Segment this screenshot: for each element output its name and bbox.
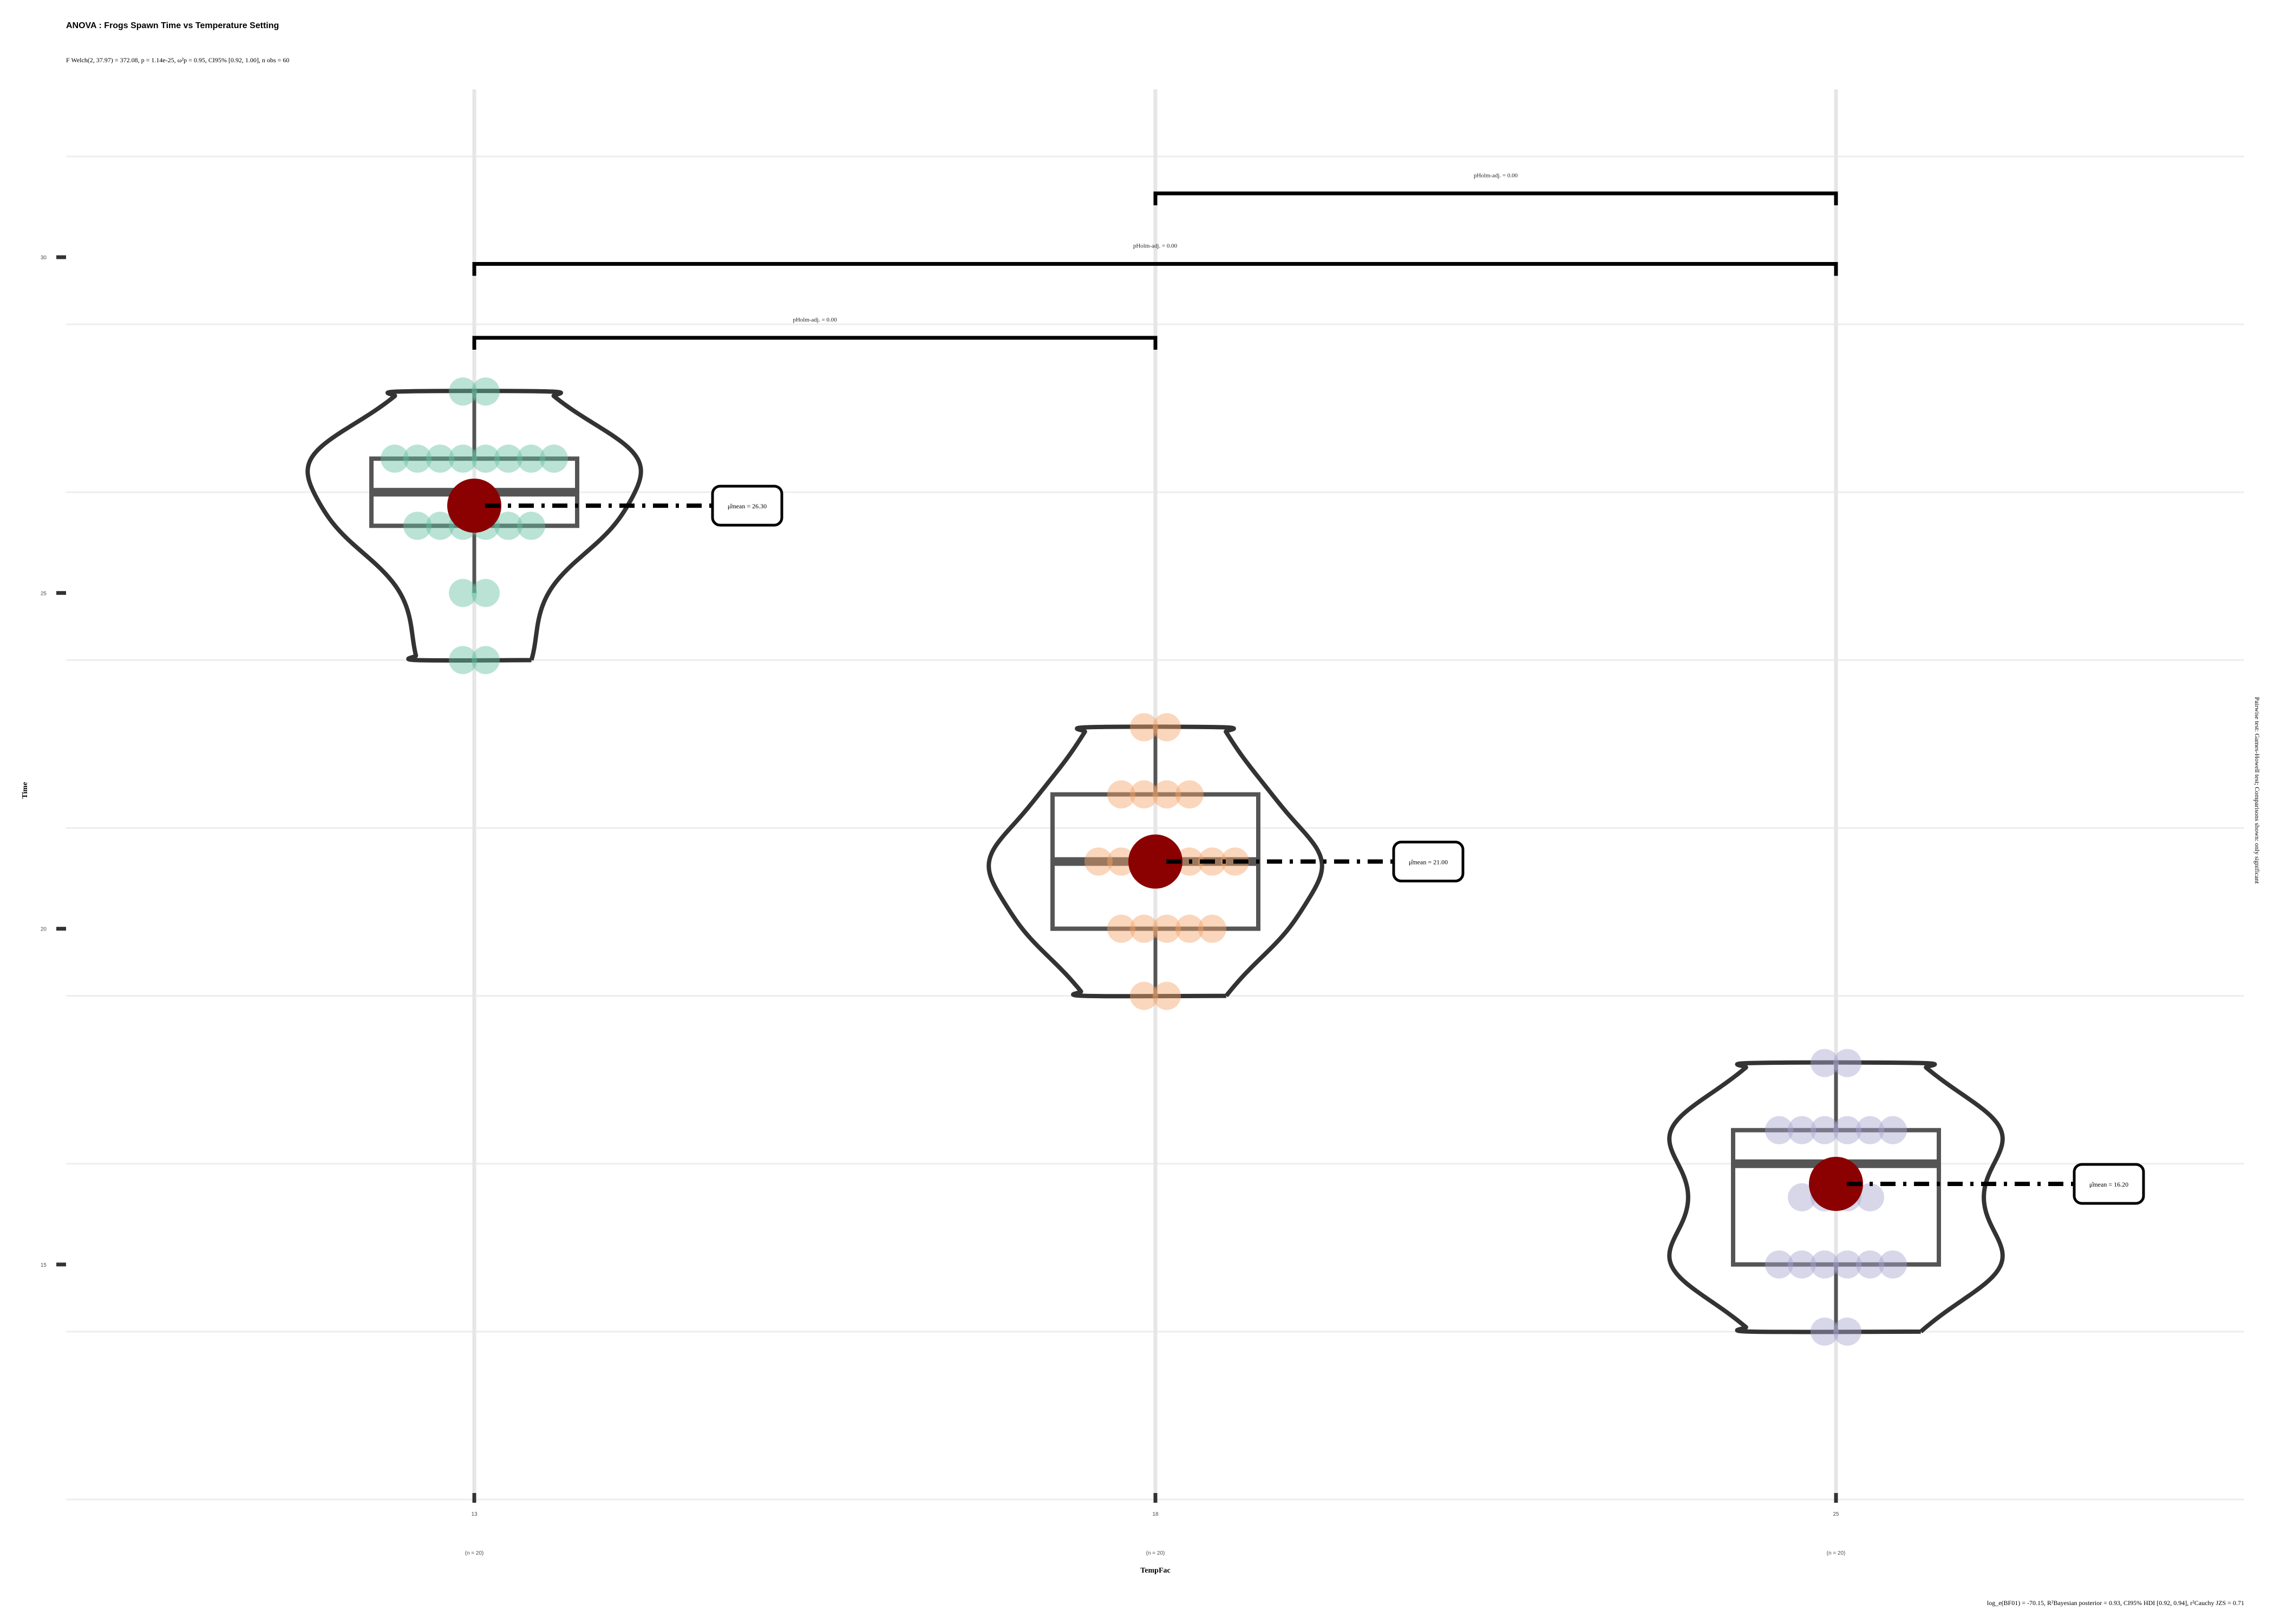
comparison-label: pHolm-adj. = 0.00 (1474, 172, 1518, 179)
data-point (1107, 847, 1135, 876)
data-point (1153, 914, 1181, 943)
data-point (517, 444, 545, 473)
data-point (472, 579, 500, 607)
data-point (1879, 1250, 1907, 1279)
mean-label: μ̂mean = 26.30 (728, 502, 767, 510)
data-point (1153, 713, 1181, 742)
x-axis: 13 (n = 20) 18 (n = 20) 25 (n = 20) (465, 1493, 1846, 1556)
mean-point (1128, 834, 1182, 889)
data-point (1153, 981, 1181, 1010)
data-point (1175, 914, 1204, 943)
data-point (1856, 1250, 1884, 1279)
data-point (472, 377, 500, 406)
x-axis-title: TempFac (1140, 1567, 1170, 1575)
data-point (426, 512, 454, 540)
data-point (494, 444, 522, 473)
data-point (1130, 914, 1158, 943)
y-tick-label: 30 (41, 255, 47, 261)
y-tick-label: 15 (41, 1262, 47, 1268)
groups: μ̂mean = 26.30 μ̂mean = 21.00 μ̂mean = 16.… (305, 377, 2145, 1346)
data-point (449, 646, 477, 675)
data-point (1833, 1116, 1861, 1144)
pairwise-brackets: pHolm-adj. = 0.00 pHolm-adj. = 0.00 pHolm-… (472, 172, 1838, 350)
right-caption: Pairwise test: Games-Howell test; Compar… (2253, 697, 2261, 885)
data-point (1175, 780, 1204, 809)
data-point (381, 444, 409, 473)
data-point (1833, 1317, 1861, 1346)
x-tick-label: 25 (1833, 1511, 1839, 1517)
data-point (1107, 780, 1135, 809)
data-point (1130, 713, 1158, 742)
data-point (1765, 1116, 1793, 1144)
y-tick-label: 25 (41, 591, 47, 597)
comparison-bracket (472, 262, 1838, 276)
mean-label-box (711, 484, 783, 527)
data-point (1084, 847, 1113, 876)
data-point (494, 512, 522, 540)
x-tick-label: 13 (471, 1511, 478, 1517)
data-point (472, 646, 500, 675)
x-count-label: (n = 20) (1827, 1550, 1846, 1556)
mean-point (1809, 1156, 1863, 1211)
comparison-label: pHolm-adj. = 0.00 (793, 317, 837, 323)
box-iqr (1731, 1128, 1941, 1267)
y-tick-label: 20 (41, 927, 47, 933)
data-point (1833, 1250, 1861, 1279)
data-point (1107, 914, 1135, 943)
data-point (472, 444, 500, 473)
violin-outline (1667, 1060, 2005, 1334)
data-point (449, 579, 477, 607)
mean-label-box (2073, 1163, 2145, 1205)
data-point (1811, 1116, 1839, 1144)
comparison-bracket (1153, 191, 1838, 206)
data-point (1788, 1116, 1816, 1144)
data-point (1788, 1183, 1816, 1212)
group-18: μ̂mean = 21.00 (986, 713, 1465, 1010)
data-point (1811, 1049, 1839, 1077)
x-count-label: (n = 20) (465, 1550, 484, 1556)
mean-label: μ̂mean = 21.00 (1409, 859, 1448, 866)
x-count-label: (n = 20) (1146, 1550, 1165, 1556)
group-13: μ̂mean = 26.30 (305, 377, 783, 675)
chart-subtitle: F Welch(2, 37.97) = 372.08, p = 1.14e-25… (66, 56, 289, 64)
data-point (1811, 1250, 1839, 1279)
group-25: μ̂mean = 16.20 (1667, 1049, 2145, 1346)
comparison-label: pHolm-adj. = 0.00 (1133, 243, 1178, 250)
data-point (1788, 1250, 1816, 1279)
data-point (449, 444, 477, 473)
data-point (540, 444, 568, 473)
mean-label-box (1392, 841, 1465, 883)
data-point (1879, 1116, 1907, 1144)
violin-outline (305, 389, 643, 663)
chart-title: ANOVA : Frogs Spawn Time vs Temperature … (66, 21, 279, 30)
data-point (1856, 1116, 1884, 1144)
data-point (1833, 1049, 1861, 1077)
violin-outline (986, 724, 1324, 999)
data-point (1130, 780, 1158, 809)
data-point (1130, 981, 1158, 1010)
data-point (403, 512, 432, 540)
data-point (517, 512, 545, 540)
x-tick-label: 18 (1152, 1511, 1159, 1517)
data-point (1198, 914, 1226, 943)
comparison-bracket (472, 336, 1158, 350)
data-point (1765, 1250, 1793, 1279)
mean-point (447, 479, 501, 533)
data-point (1153, 780, 1181, 809)
data-point (426, 444, 454, 473)
y-axis: 15 20 25 30 (41, 255, 66, 1268)
data-point (1811, 1317, 1839, 1346)
data-point (1856, 1183, 1884, 1212)
data-point (403, 444, 432, 473)
mean-label: μ̂mean = 16.20 (2089, 1181, 2128, 1188)
bottom-caption: log_e(BF01) = -70.15, R²Bayesian posteri… (1987, 1599, 2244, 1607)
y-axis-title: Time (21, 782, 29, 799)
data-point (449, 377, 477, 406)
